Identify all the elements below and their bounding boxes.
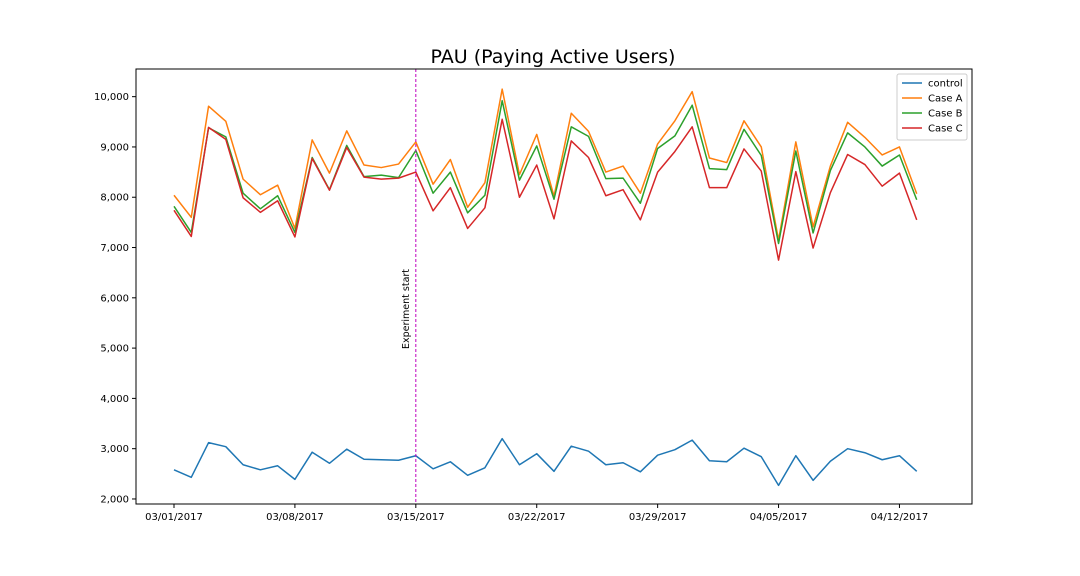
series-line-case-c (173, 118, 918, 261)
y-tick-label: 9,000 (100, 142, 129, 153)
y-tick-label: 5,000 (100, 344, 129, 355)
legend-entry: Case A (928, 94, 963, 105)
y-tick-label: 7,000 (100, 243, 129, 254)
legend-entry: Case B (928, 109, 963, 120)
y-tick-label: 6,000 (100, 293, 129, 304)
legend-entry: Case C (928, 124, 963, 135)
x-tick-label: 03/08/2017 (266, 512, 324, 523)
x-tick-label: 03/22/2017 (508, 512, 566, 523)
legend-entry: control (928, 79, 963, 90)
y-tick-label: 8,000 (100, 193, 129, 204)
x-tick-label: 03/29/2017 (629, 512, 687, 523)
y-tick-label: 10,000 (94, 92, 129, 103)
legend: control Case A Case B Case C (896, 73, 968, 141)
x-tick-label: 04/05/2017 (750, 512, 808, 523)
series-line-case-b (173, 99, 918, 245)
x-tick-label: 04/12/2017 (871, 512, 929, 523)
plot-frame (135, 68, 973, 505)
x-tick-label: 03/15/2017 (387, 512, 445, 523)
experiment-start-label: Experiment start (401, 269, 412, 349)
legend-box (896, 73, 968, 141)
x-tick-label: 03/01/2017 (145, 512, 203, 523)
chart-title: PAU (Paying Active Users) (431, 46, 676, 68)
series-line-control (173, 437, 918, 487)
plot-area: 2,000 3,000 4,000 5,000 6,000 7,000 8,000 9,000… (94, 69, 928, 523)
y-tick-label: 3,000 (100, 444, 129, 455)
y-tick-label: 4,000 (100, 394, 129, 405)
series-line-case-a (173, 88, 918, 241)
y-tick-label: 2,000 (100, 494, 129, 505)
